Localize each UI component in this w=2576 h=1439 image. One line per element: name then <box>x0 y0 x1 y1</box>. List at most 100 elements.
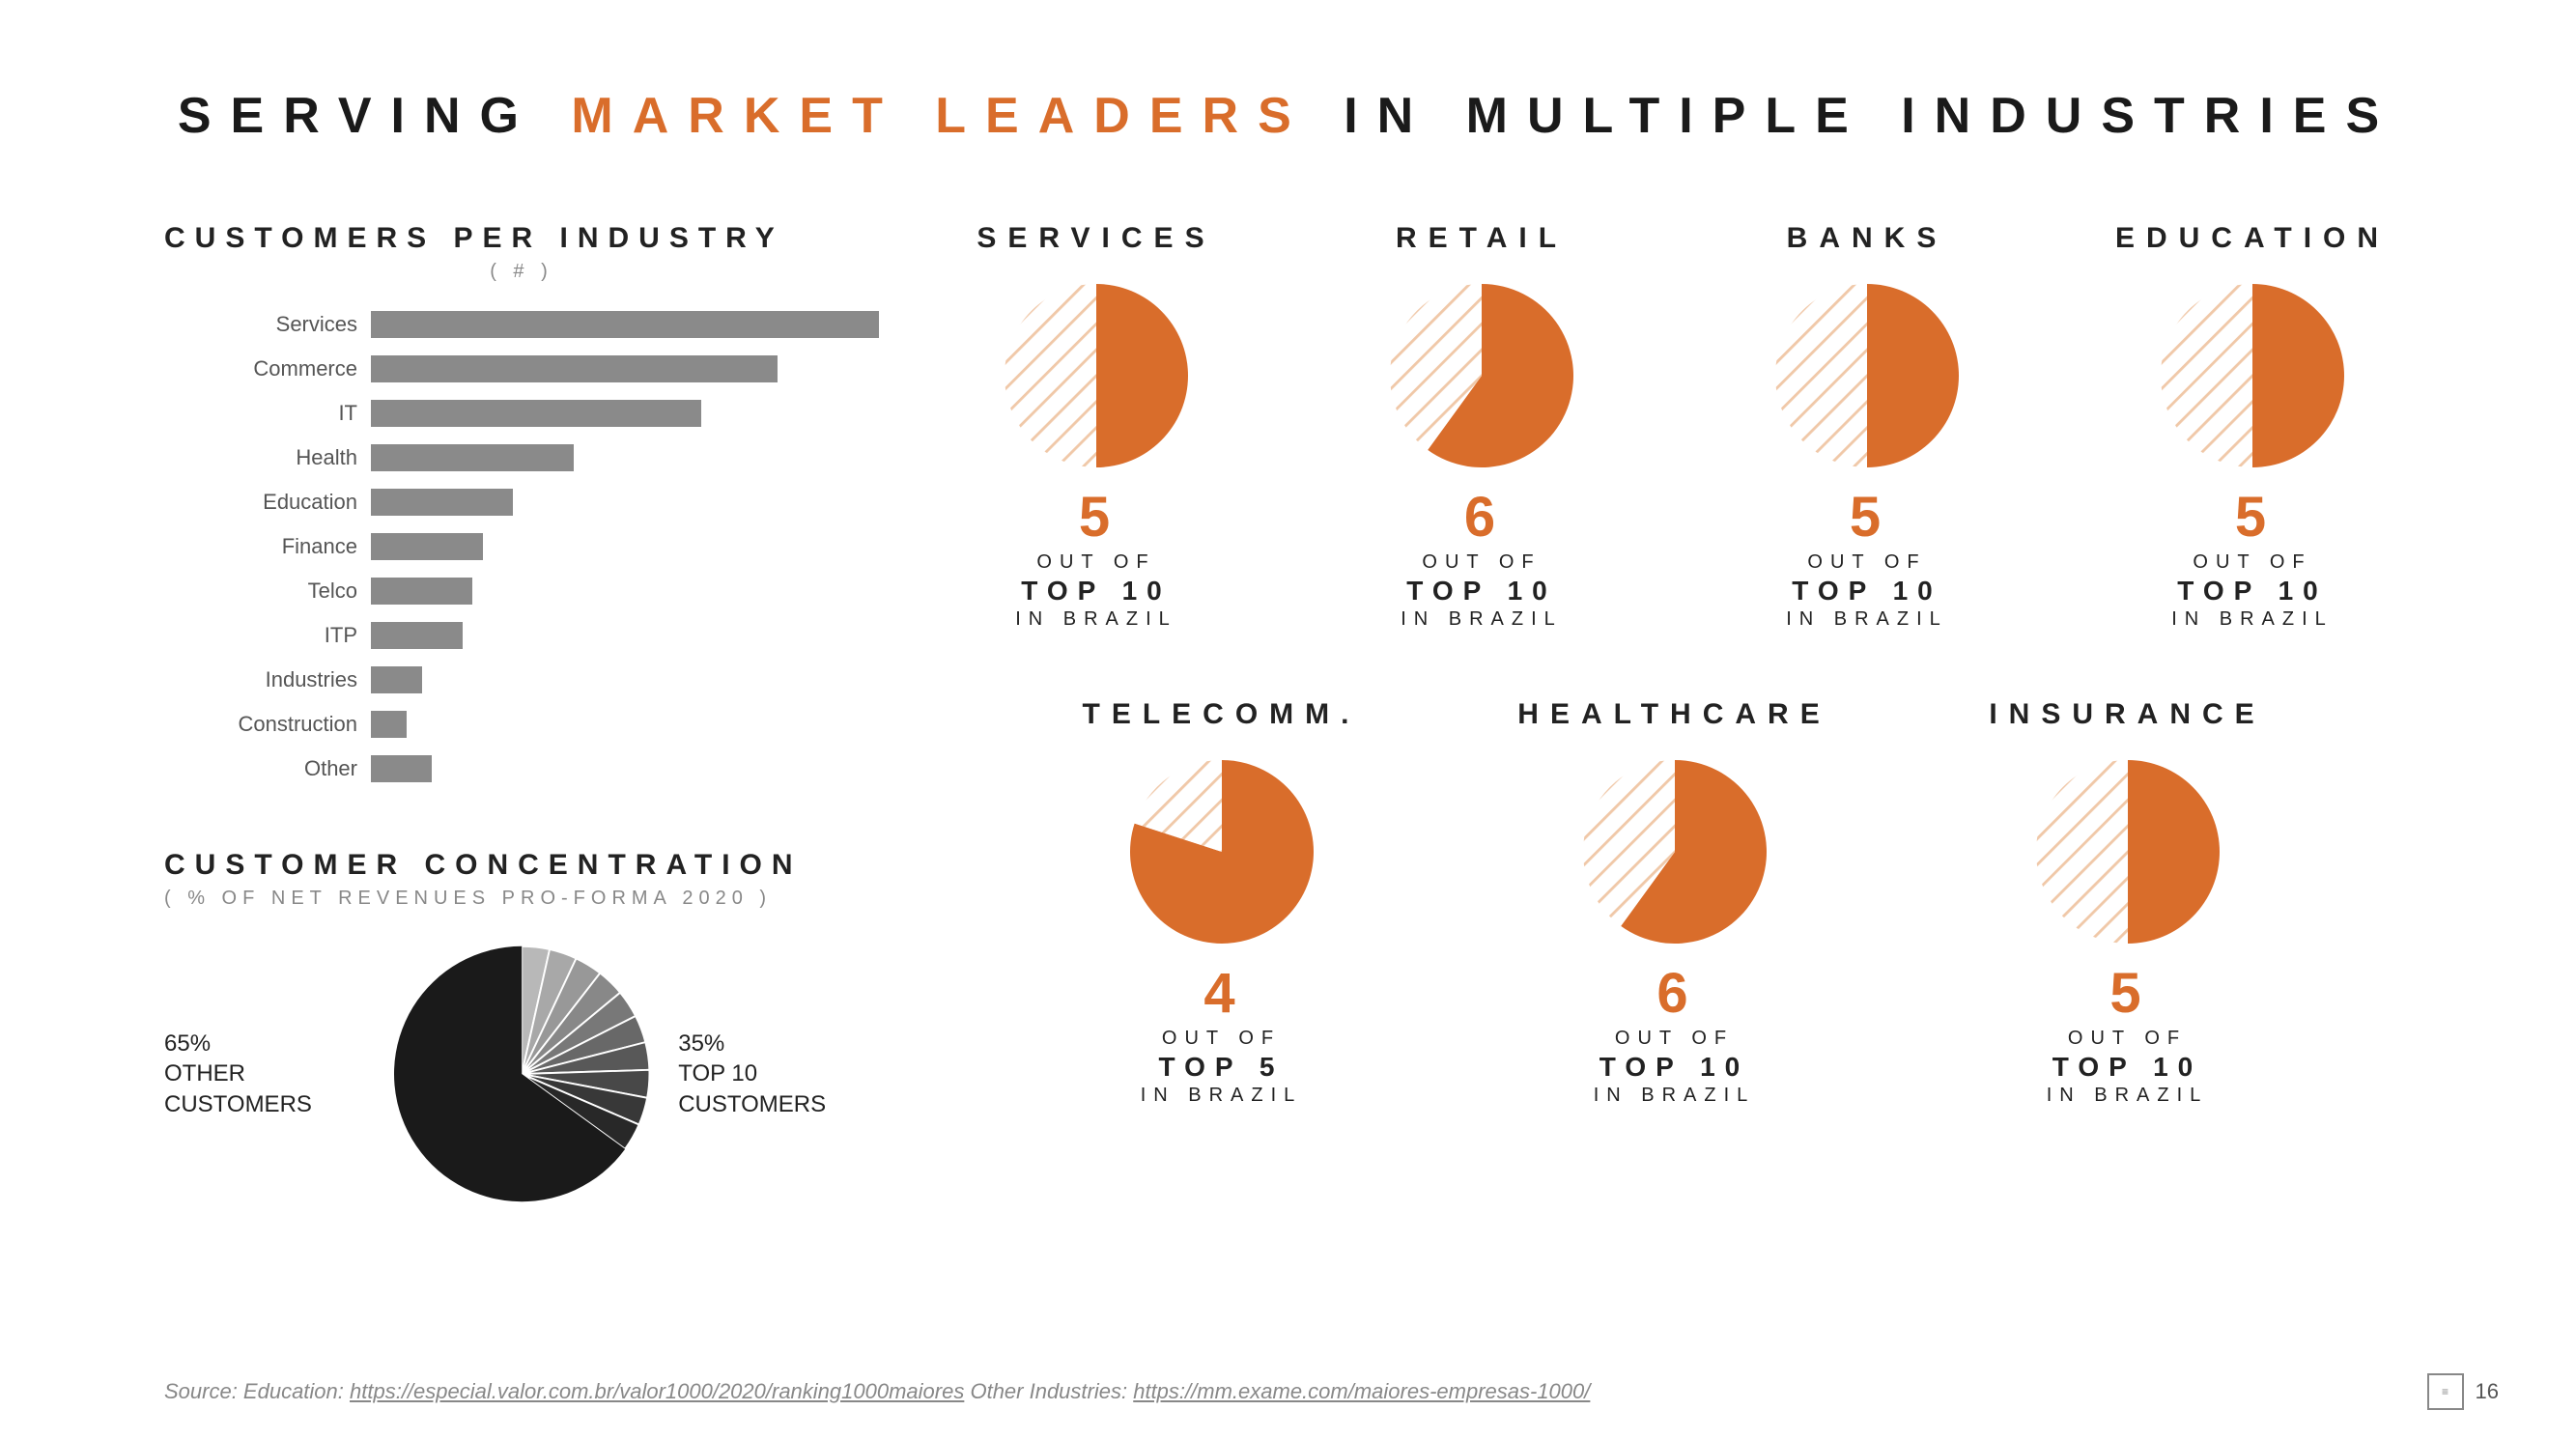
pie-outof: OUT OF <box>1162 1028 1281 1050</box>
bar-track <box>371 489 879 516</box>
pie-top: TOP 10 <box>1599 1052 1749 1083</box>
bar-chart-rows: Services Commerce IT Health Education Finance… <box>164 302 879 791</box>
pie-card: HEALTHCARE6OUT OFTOP 10IN BRAZIL <box>1515 698 1834 1107</box>
slide: SERVING MARKET LEADERS IN MULTIPLE INDUS… <box>0 0 2576 1439</box>
pie-number: 5 <box>1850 485 1884 550</box>
pie-number: 5 <box>2235 485 2270 550</box>
bar-fill <box>371 533 483 560</box>
bar-track <box>371 533 879 560</box>
bar-label: Commerce <box>164 356 371 381</box>
pie-number: 5 <box>1079 485 1114 550</box>
footer-mid: Other Industries: <box>970 1379 1133 1403</box>
bar-label: Construction <box>164 712 371 737</box>
bar-row: Other <box>164 747 879 791</box>
bar-track <box>371 400 879 427</box>
bar-row: Industries <box>164 658 879 702</box>
pie-title: TELECOMM. <box>1083 698 1361 731</box>
bar-row: Finance <box>164 524 879 569</box>
bar-label: Other <box>164 756 371 781</box>
pie-top: TOP 10 <box>1406 576 1556 607</box>
concentration-body: 65% OTHER CUSTOMERS 35% TOP 10 CUSTOMERS <box>164 939 879 1209</box>
bar-fill <box>371 400 701 427</box>
bar-track <box>371 755 879 782</box>
pie-outof: OUT OF <box>1807 551 1926 574</box>
pie-chart <box>1390 284 1573 467</box>
pie-title: SERVICES <box>977 222 1215 255</box>
concentration-pie <box>394 939 649 1209</box>
concentration-subtitle: ( % OF NET REVENUES PRO-FORMA 2020 ) <box>164 888 879 910</box>
concentration-left-label: 65% OTHER CUSTOMERS <box>164 1029 365 1119</box>
pie-title: EDUCATION <box>2115 222 2390 255</box>
bar-row: Services <box>164 302 879 347</box>
bar-label: Health <box>164 445 371 470</box>
pie-number: 5 <box>2109 961 2144 1026</box>
pie-inbrazil: IN BRAZIL <box>1141 1085 1303 1107</box>
bar-label: IT <box>164 401 371 426</box>
bar-row: Health <box>164 436 879 480</box>
pie-title: RETAIL <box>1396 222 1568 255</box>
pie-top: TOP 10 <box>2177 576 2327 607</box>
pie-chart <box>2161 284 2344 467</box>
bar-label: Telco <box>164 578 371 604</box>
pie-number: 4 <box>1203 961 1238 1026</box>
pie-card: TELECOMM. 4OUT OFTOP 5IN BRAZIL <box>1062 698 1381 1107</box>
concentration-left-pct: 65% <box>164 1029 365 1058</box>
bar-fill <box>371 622 463 649</box>
page-title: SERVING MARKET LEADERS IN MULTIPLE INDUS… <box>164 87 2412 145</box>
bar-label: ITP <box>164 623 371 648</box>
pie-row-1: SERVICES5OUT OFTOP 10IN BRAZILRETAIL6OUT… <box>937 222 2412 631</box>
bar-track <box>371 622 879 649</box>
footer-link-1[interactable]: https://especial.valor.com.br/valor1000/… <box>350 1379 964 1403</box>
bar-row: Education <box>164 480 879 524</box>
pie-title: BANKS <box>1787 222 1948 255</box>
pie-chart <box>1130 760 1314 944</box>
pie-inbrazil: IN BRAZIL <box>1015 608 1177 631</box>
footer-source: Source: Education: https://especial.valo… <box>164 1379 1590 1404</box>
footer: Source: Education: https://especial.valo… <box>164 1373 2499 1410</box>
title-part2: MARKET LEADERS <box>571 88 1310 144</box>
page-number: 16 <box>2476 1379 2499 1404</box>
bar-fill <box>371 755 432 782</box>
bar-chart: CUSTOMERS PER INDUSTRY ( # ) ServicesCom… <box>164 222 879 791</box>
pie-card: INSURANCE5OUT OFTOP 10IN BRAZIL <box>1968 698 2287 1107</box>
title-part1: SERVING <box>178 88 538 144</box>
logo-icon: ≡ <box>2427 1373 2464 1410</box>
bar-track <box>371 355 879 382</box>
left-column: CUSTOMERS PER INDUSTRY ( # ) ServicesCom… <box>164 222 879 1209</box>
pie-inbrazil: IN BRAZIL <box>2171 608 2334 631</box>
page-number-group: ≡ 16 <box>2427 1373 2499 1410</box>
pie-number: 6 <box>1464 485 1499 550</box>
pie-title: HEALTHCARE <box>1517 698 1830 731</box>
pie-inbrazil: IN BRAZIL <box>1786 608 1948 631</box>
pie-card: EDUCATION5OUT OFTOP 10IN BRAZIL <box>2093 222 2412 631</box>
bar-track <box>371 711 879 738</box>
body: CUSTOMERS PER INDUSTRY ( # ) ServicesCom… <box>164 222 2412 1209</box>
footer-prefix: Source: Education: <box>164 1379 350 1403</box>
bar-track <box>371 444 879 471</box>
pie-outof: OUT OF <box>1422 551 1541 574</box>
bar-track <box>371 578 879 605</box>
pie-card: BANKS5OUT OFTOP 10IN BRAZIL <box>1708 222 2026 631</box>
concentration-section: CUSTOMER CONCENTRATION ( % OF NET REVENU… <box>164 849 879 1209</box>
right-column: SERVICES5OUT OFTOP 10IN BRAZILRETAIL6OUT… <box>937 222 2412 1209</box>
pie-chart <box>2036 760 2220 944</box>
concentration-right-pct: 35% <box>678 1029 879 1058</box>
bar-fill <box>371 489 513 516</box>
pie-card: RETAIL6OUT OFTOP 10IN BRAZIL <box>1322 222 1641 631</box>
pie-inbrazil: IN BRAZIL <box>1594 1085 1756 1107</box>
footer-link-2[interactable]: https://mm.exame.com/maiores-empresas-10… <box>1133 1379 1590 1403</box>
pie-chart <box>1005 284 1188 467</box>
pie-title: INSURANCE <box>1989 698 2265 731</box>
bar-label: Education <box>164 490 371 515</box>
pie-top: TOP 5 <box>1159 1052 1285 1083</box>
bar-row: Construction <box>164 702 879 747</box>
bar-label: Industries <box>164 667 371 692</box>
pie-inbrazil: IN BRAZIL <box>2047 1085 2209 1107</box>
pie-card: SERVICES5OUT OFTOP 10IN BRAZIL <box>937 222 1256 631</box>
bar-row: IT <box>164 391 879 436</box>
bar-row: Commerce <box>164 347 879 391</box>
bar-row: Telco <box>164 569 879 613</box>
bar-fill <box>371 578 472 605</box>
bar-fill <box>371 711 407 738</box>
pie-outof: OUT OF <box>1036 551 1155 574</box>
